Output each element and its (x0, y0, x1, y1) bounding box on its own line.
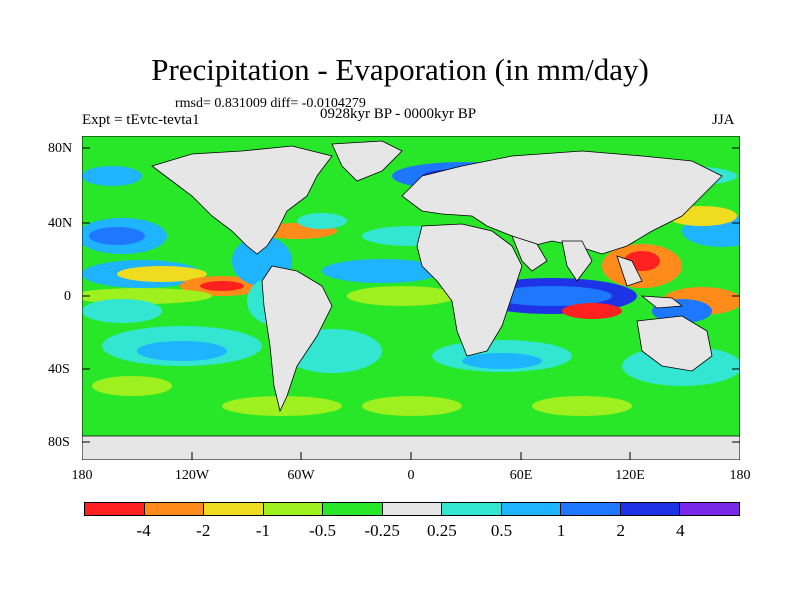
colorbar-swatch (263, 503, 324, 515)
season-label: JJA (712, 112, 735, 128)
page-title: Precipitation - Evaporation (in mm/day) (151, 52, 649, 87)
colorbar-label: 1 (556, 521, 566, 540)
x-axis-label-60e: 60E (509, 468, 533, 483)
colorbar-swatch (442, 503, 502, 515)
x-axis-label-60w: 60W (287, 468, 315, 483)
colorbar-swatch (323, 503, 383, 515)
colorbar-swatch (680, 503, 740, 515)
experiment-label: Expt = tEvtc-tevta1 (82, 112, 200, 128)
x-axis-label-120e: 120E (615, 468, 645, 483)
colorbar (84, 502, 740, 516)
y-axis-label-80s: 80S (48, 435, 70, 450)
x-axis-label-0: 0 (407, 468, 415, 483)
colorbar-swatch (561, 503, 621, 515)
colorbar-label: -0.25 (364, 521, 400, 540)
colorbar-label: -4 (136, 521, 151, 540)
colorbar-label: 0.5 (490, 521, 513, 540)
x-axis-label-180e: 180 (729, 468, 751, 483)
world-map (82, 136, 740, 460)
period-label: 0928kyr BP - 0000kyr BP (320, 106, 477, 122)
colorbar-swatch (620, 503, 681, 515)
x-axis-label-180w: 180 (71, 468, 93, 483)
colorbar-label: 4 (676, 521, 685, 540)
stats-text: rmsd= 0.831009 diff= -0.0104279 (175, 96, 366, 111)
colorbar-label: -0.5 (309, 521, 336, 540)
colorbar-swatch (85, 503, 145, 515)
colorbar-label: -1 (255, 521, 270, 540)
y-axis-label-80n: 80N (48, 141, 73, 156)
colorbar-swatch (382, 503, 443, 515)
axis-ticks (82, 147, 740, 460)
colorbar-swatch (204, 503, 264, 515)
colorbar-label: 0.25 (426, 521, 457, 540)
colorbar-label: 2 (616, 521, 625, 540)
colorbar-swatch (501, 503, 562, 515)
land-masses (82, 140, 740, 460)
colorbar-label: -2 (196, 521, 211, 540)
y-axis-label-0: 0 (64, 289, 71, 304)
y-axis-label-40s: 40S (48, 362, 70, 377)
colorbar-swatch (144, 503, 205, 515)
x-axis-label-120w: 120W (174, 468, 210, 483)
y-axis-label-40n: 40N (48, 216, 73, 231)
